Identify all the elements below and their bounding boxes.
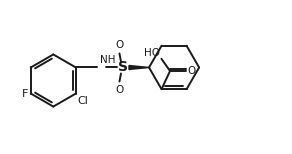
Text: S: S: [118, 61, 128, 75]
Text: HO: HO: [145, 48, 160, 58]
Text: F: F: [22, 89, 29, 99]
Polygon shape: [129, 65, 149, 69]
Text: NH: NH: [100, 55, 115, 65]
Text: O: O: [115, 85, 124, 95]
Text: O: O: [187, 66, 196, 76]
Text: O: O: [115, 40, 124, 50]
Text: Cl: Cl: [77, 95, 88, 105]
